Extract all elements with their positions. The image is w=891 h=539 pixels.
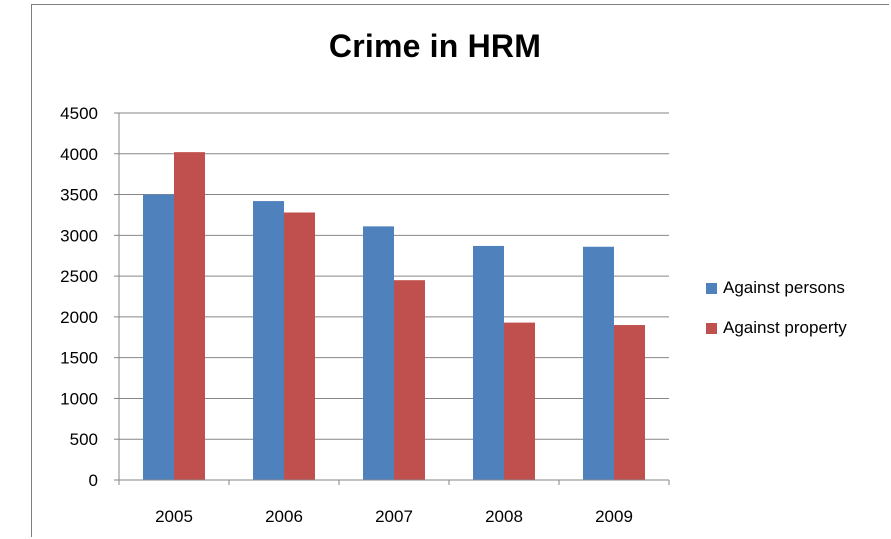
- legend-label-against-persons: Against persons: [723, 278, 845, 297]
- y-tick-label: 3500: [60, 186, 98, 205]
- legend-label-against-property: Against property: [723, 318, 847, 337]
- y-tick-label: 4000: [60, 145, 98, 164]
- x-tick-label: 2008: [485, 507, 523, 526]
- bar-against-persons-2009: [583, 246, 614, 480]
- y-tick-label: 4500: [60, 104, 98, 123]
- legend: Against persons Against property: [706, 277, 891, 343]
- legend-item-against-persons: Against persons: [706, 277, 845, 299]
- legend-item-against-property: Against property: [706, 317, 847, 339]
- y-tick-label: 1500: [60, 349, 98, 368]
- y-tick-label: 500: [70, 430, 98, 449]
- bars: [143, 152, 645, 481]
- x-tick-label: 2007: [375, 507, 413, 526]
- y-tick-label: 2000: [60, 308, 98, 327]
- y-tick-label: 3000: [60, 226, 98, 245]
- axes: [114, 112, 670, 485]
- y-tick-labels: 4500 4000 3500 3000 2500 2000 1500 1000 500 0: [60, 104, 98, 490]
- bar-against-persons-2005: [143, 194, 174, 481]
- y-tick-label: 2500: [60, 267, 98, 286]
- x-tick-label: 2005: [155, 507, 193, 526]
- bar-against-persons-2006: [253, 201, 284, 480]
- y-tick-label: 0: [89, 471, 98, 490]
- bar-against-property-2007: [394, 280, 425, 480]
- bar-against-property-2006: [284, 212, 315, 480]
- bar-against-property-2008: [504, 322, 535, 480]
- legend-swatch-against-persons: [706, 283, 717, 294]
- bar-against-persons-2007: [363, 226, 394, 480]
- legend-swatch-against-property: [706, 323, 717, 334]
- y-tick-label: 1000: [60, 389, 98, 408]
- bar-against-property-2005: [174, 152, 205, 480]
- chart-frame: [31, 4, 889, 537]
- x-tick-labels: 2005 2006 2007 2008 2009: [155, 507, 633, 526]
- chart-title: Crime in HRM: [328, 28, 542, 64]
- bar-against-persons-2008: [473, 245, 504, 480]
- x-tick-label: 2006: [265, 507, 303, 526]
- bar-against-property-2009: [614, 325, 645, 480]
- x-tick-label: 2009: [595, 507, 633, 526]
